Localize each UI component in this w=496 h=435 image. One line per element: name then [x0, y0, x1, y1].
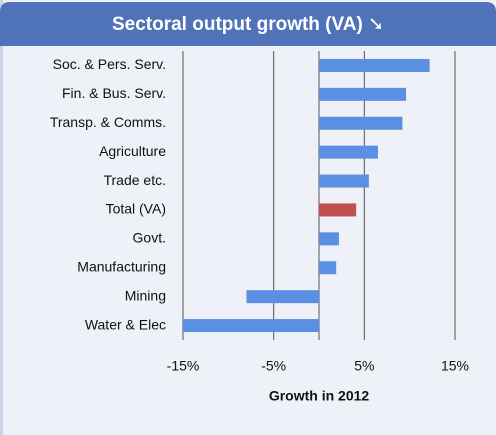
- panel-edge: [0, 0, 3, 435]
- x-axis-title: Growth in 2012: [269, 388, 370, 404]
- bar: [319, 232, 339, 246]
- y-tick-label: Soc. & Pers. Serv.: [53, 56, 166, 72]
- x-tick-label: 15%: [441, 358, 469, 374]
- y-tick-label: Total (VA): [106, 201, 166, 217]
- bar: [319, 145, 378, 159]
- bar: [319, 261, 337, 275]
- y-tick-label: Mining: [125, 287, 166, 303]
- bar: [183, 319, 319, 333]
- x-tick-label: -5%: [261, 358, 286, 374]
- y-tick-label: Transp. & Comms.: [50, 114, 166, 130]
- bar: [319, 58, 430, 72]
- bar: [319, 203, 357, 217]
- bar: [319, 87, 407, 101]
- header: [0, 2, 496, 46]
- bar: [319, 174, 369, 188]
- y-tick-label: Trade etc.: [103, 172, 166, 188]
- chart-title: Sectoral output growth (VA) ➘: [112, 14, 384, 35]
- y-tick-label: Water & Elec: [85, 316, 166, 332]
- bar: [246, 290, 319, 304]
- bar: [319, 116, 403, 130]
- x-tick-label: -15%: [167, 358, 200, 374]
- y-tick-label: Govt.: [133, 230, 166, 246]
- y-tick-label: Agriculture: [99, 143, 166, 159]
- y-tick-label: Manufacturing: [77, 258, 166, 274]
- x-tick-label: 5%: [354, 358, 374, 374]
- y-tick-label: Fin. & Bus. Serv.: [62, 85, 166, 101]
